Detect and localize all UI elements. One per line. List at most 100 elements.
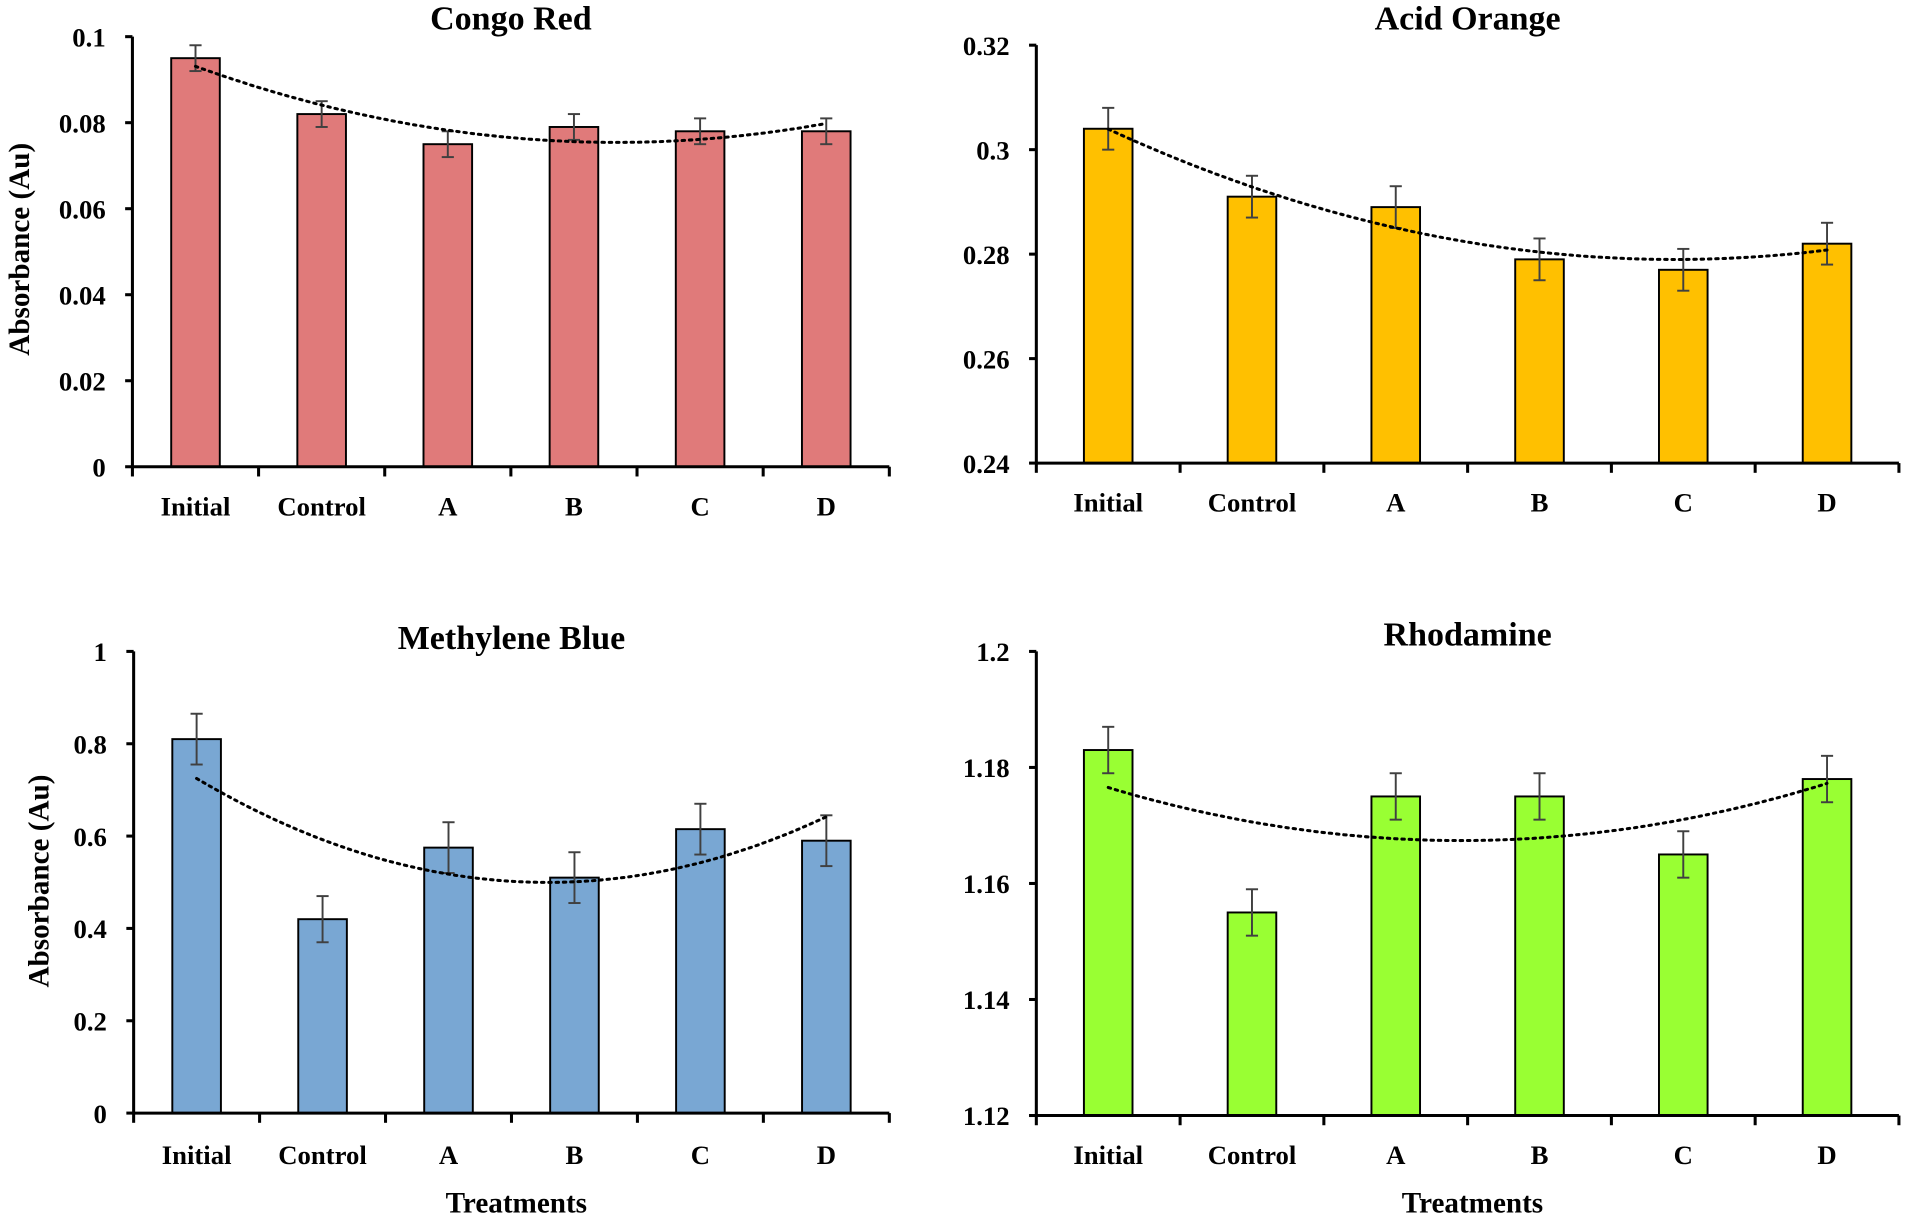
error-bar (1533, 237, 1546, 282)
error-bar (820, 814, 833, 868)
bar (549, 876, 600, 1115)
error-bar (1102, 725, 1115, 775)
error-bar (1533, 772, 1546, 821)
y-tick-label: 1.18 (963, 753, 1010, 783)
x-axis-label: Treatments (1402, 1188, 1543, 1219)
y-axis-label: Absorbance (Au) (24, 775, 56, 988)
y-tick-label: 0.32 (963, 31, 1010, 61)
chart-congo-red: Congo Red 0 0.02 0.04 0.06 0.08 0.1 Initial Cont… (4, 0, 891, 521)
trendline (195, 776, 828, 884)
y-tick-label: 1 (94, 637, 107, 667)
error-bar (1245, 888, 1259, 937)
chart-title: Methylene Blue (398, 620, 626, 657)
error-bar (567, 113, 581, 141)
bar (1226, 195, 1278, 465)
y-tick-label: 0.8 (74, 729, 107, 759)
x-tick-label: D (817, 491, 836, 521)
error-bar (1389, 772, 1402, 821)
x-tick-label: A (438, 491, 458, 521)
y-axis-label: Absorbance (Au) (4, 143, 36, 356)
x-tick-label: C (691, 1140, 710, 1170)
chart-methylene-blue: Methylene Blue 0 0.2 0.4 0.6 0.8 1 Initial Contr… (24, 620, 891, 1219)
bar (170, 57, 221, 468)
y-tick-label: 0.04 (59, 280, 106, 310)
bar (422, 143, 474, 468)
x-tick-label: B (1531, 1140, 1549, 1170)
x-tick-label: B (565, 491, 583, 521)
bar (1514, 795, 1565, 1117)
bar (1658, 853, 1709, 1117)
chart-acid-orange: Acid Orange 0.24 0.26 0.28 0.3 0.32 Initial Con… (963, 0, 1901, 518)
y-tick-label: 1.2 (976, 637, 1009, 667)
y-tick-label: 0.6 (74, 822, 107, 852)
y-tick-label: 1.14 (963, 985, 1010, 1015)
x-tick-label: A (1386, 488, 1406, 518)
x-tick-label: Initial (161, 491, 231, 521)
bar (1370, 206, 1422, 465)
bar (801, 839, 852, 1115)
x-tick-label: Control (278, 1140, 367, 1170)
trendline (1106, 781, 1829, 843)
bar (548, 126, 600, 468)
bar (171, 738, 222, 1115)
bar (675, 828, 726, 1115)
bar (1801, 778, 1853, 1117)
y-tick-label: 0.26 (963, 344, 1010, 374)
trendline (193, 64, 828, 144)
bar (800, 130, 852, 468)
x-tick-label: Control (1208, 488, 1297, 518)
y-tick-label: 0.3 (976, 135, 1009, 165)
x-tick-label: C (690, 491, 709, 521)
bar (297, 918, 348, 1115)
bar (1658, 268, 1709, 465)
bar (1370, 795, 1422, 1117)
bar (1801, 242, 1853, 465)
error-bar (190, 712, 203, 766)
x-tick-label: D (817, 1140, 836, 1170)
y-tick-label: 0 (92, 452, 105, 482)
chart-title: Acid Orange (1375, 0, 1561, 37)
chart-title: Congo Red (430, 0, 592, 37)
y-tick-label: 0.08 (59, 108, 106, 138)
y-tick-label: 1.12 (963, 1101, 1010, 1131)
bar (1226, 911, 1278, 1117)
x-tick-label: Initial (1073, 1140, 1143, 1170)
y-tick-label: 0 (94, 1099, 107, 1129)
y-tick-label: 0.24 (963, 449, 1010, 479)
bar (423, 846, 474, 1115)
error-bar (694, 802, 707, 856)
y-tick-label: 0.06 (59, 194, 106, 224)
x-tick-label: Control (277, 491, 366, 521)
bar (296, 113, 347, 468)
error-bar (568, 851, 581, 904)
error-bar (1820, 754, 1834, 804)
error-bar (1677, 247, 1690, 292)
error-bar (820, 117, 833, 146)
bar (1082, 127, 1134, 465)
y-tick-label: 1.16 (963, 869, 1010, 899)
y-tick-label: 0.28 (963, 240, 1010, 270)
error-bar (1245, 174, 1259, 219)
x-tick-label: Initial (1073, 488, 1143, 518)
x-axis-label: Treatments (446, 1188, 587, 1219)
chart-title: Rhodamine (1384, 616, 1552, 653)
x-tick-label: B (566, 1140, 584, 1170)
x-tick-label: Control (1208, 1140, 1297, 1170)
x-tick-label: A (439, 1140, 459, 1170)
chart-rhodamine: Rhodamine 1.12 1.14 1.16 1.18 1.2 Initial Contr… (963, 616, 1901, 1219)
x-tick-label: Initial (162, 1140, 232, 1170)
x-tick-label: A (1386, 1140, 1406, 1170)
x-tick-label: C (1674, 1140, 1693, 1170)
x-tick-label: B (1531, 488, 1549, 518)
x-tick-label: C (1674, 488, 1693, 518)
x-tick-label: D (1817, 1140, 1836, 1170)
y-tick-label: 0.4 (74, 914, 107, 944)
y-tick-label: 0.2 (74, 1006, 107, 1036)
error-bar (1677, 830, 1690, 879)
y-tick-label: 0.1 (72, 22, 105, 52)
bar (674, 130, 726, 468)
error-bar (1820, 221, 1834, 266)
y-tick-label: 0.02 (59, 366, 106, 396)
trendline (1106, 127, 1829, 261)
